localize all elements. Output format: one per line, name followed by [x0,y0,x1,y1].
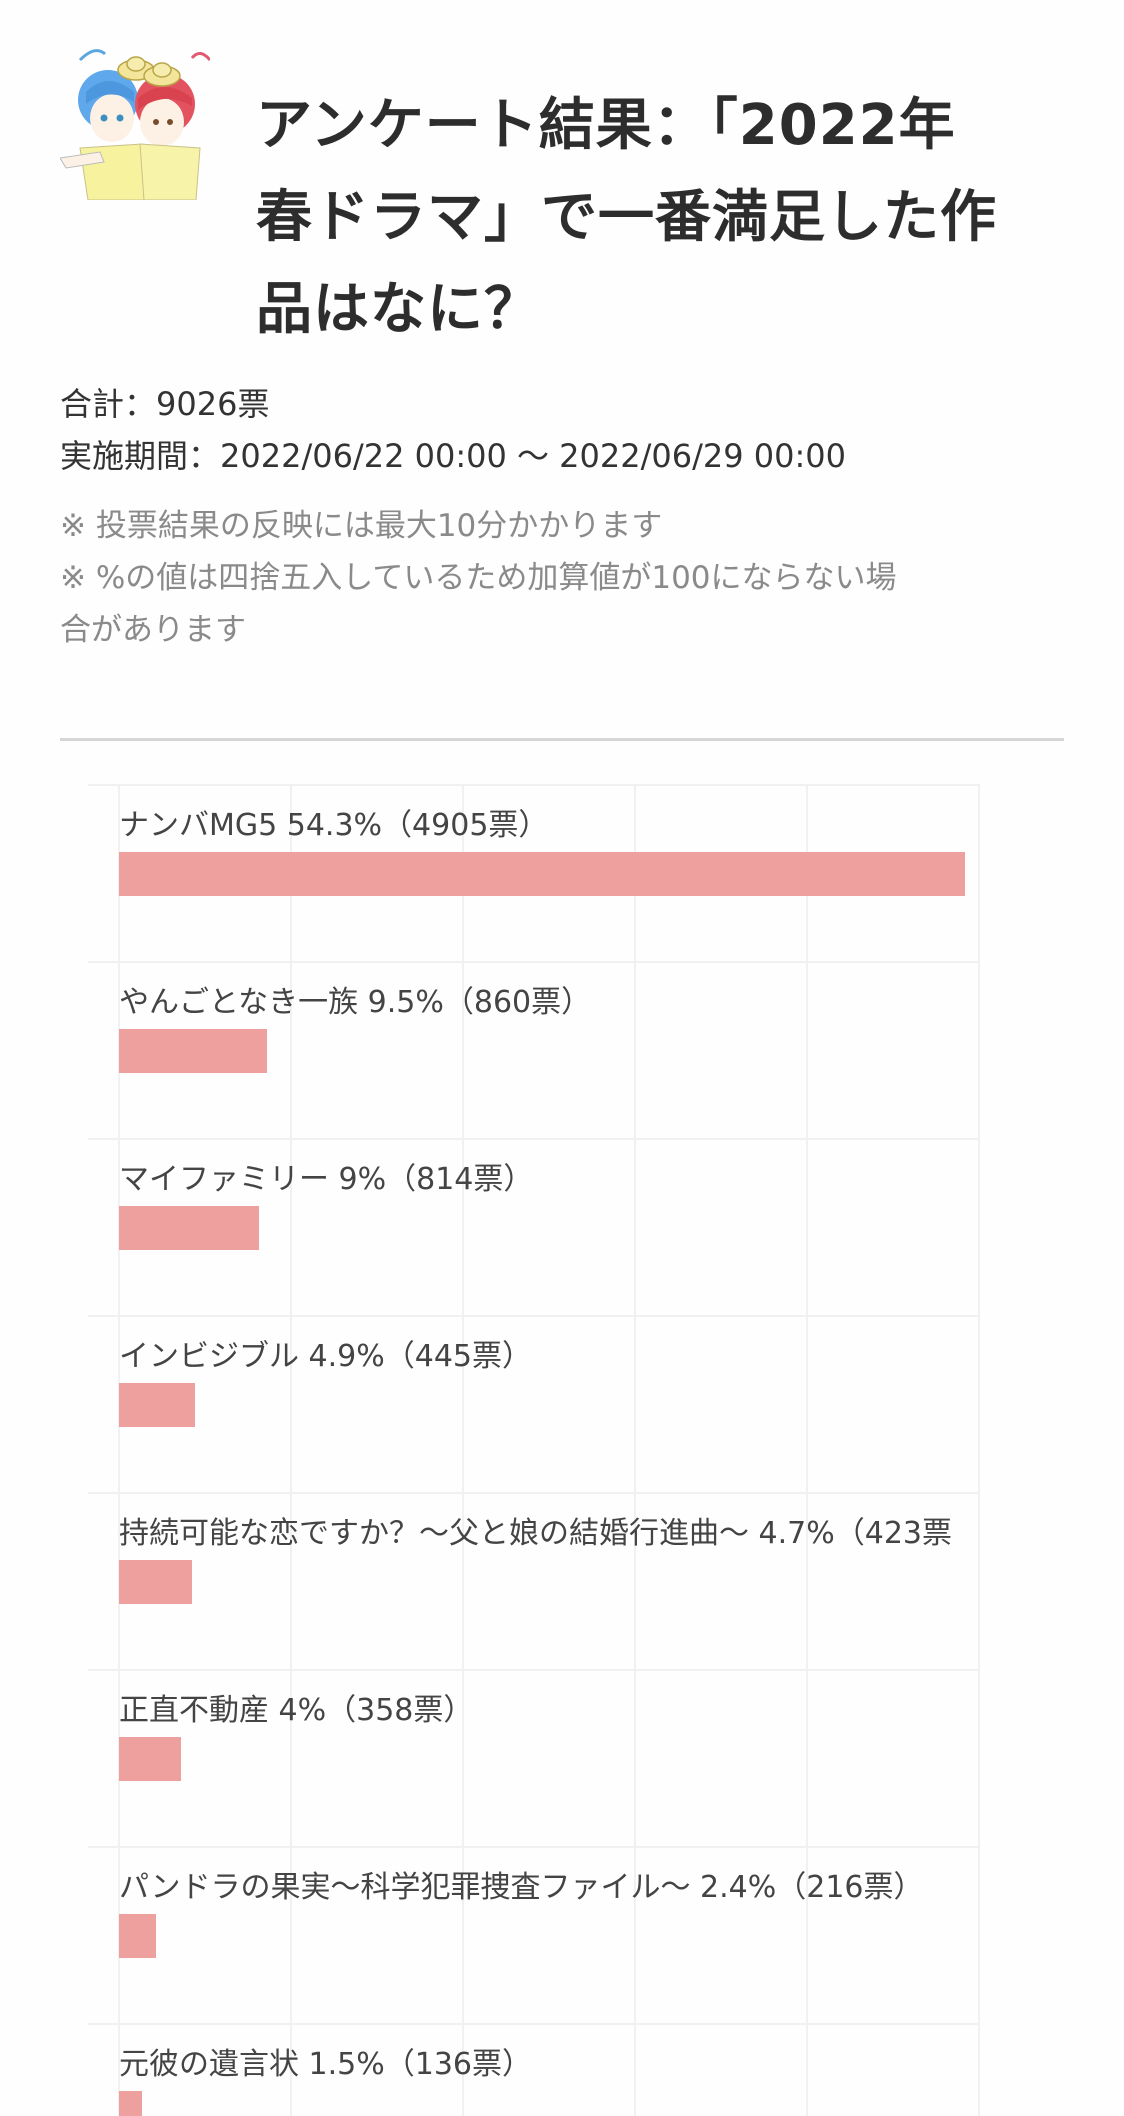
note-line: ※ %の値は四捨五入しているため加算値が100にならない場 [60,560,897,596]
chart-row: マイファミリー 9%（814票） [119,1138,1019,1315]
grid-line [88,961,980,963]
grid-line [88,784,980,786]
bar [119,2091,142,2116]
grid-line [88,1492,980,1494]
mascot-avatar-icon [59,40,212,201]
note-line: 合があります [60,612,246,648]
grid-line [978,784,980,2116]
grid-line [88,1138,980,1140]
grid-line [462,784,464,2116]
row-label: やんごとなき一族 9.5%（860票） [119,985,592,1020]
grid-line [88,2023,980,2025]
row-label: パンドラの果実〜科学犯罪捜査ファイル〜 2.4%（216票） [119,1870,924,1905]
row-label: 正直不動産 4%（358票） [119,1693,474,1728]
grid-line [290,784,292,2116]
row-label: 元彼の遺言状 1.5%（136票） [119,2047,533,2082]
bar [119,852,965,896]
chart-row: ナンバMG5 54.3%（4905票） [119,784,1019,961]
survey-header: アンケート結果：「2022年 春ドラマ」で一番満足した作 品はなに？ [59,40,1070,342]
row-label: マイファミリー 9%（814票） [119,1162,534,1197]
bar [119,1029,267,1073]
divider [60,738,1064,741]
grid-line [88,1846,980,1848]
title-line: 品はなに？ [256,277,541,342]
bar [119,1737,181,1781]
results-bar-chart: ナンバMG5 54.3%（4905票） やんごとなき一族 9.5%（860票） … [88,784,980,2116]
notes: ※ 投票結果の反映には最大10分かかります ※ %の値は四捨五入しているため加算… [60,500,1070,656]
row-label: 持続可能な恋ですか？〜父と娘の結婚行進曲〜 4.7%（423票 [119,1516,953,1551]
bar [119,1383,195,1427]
chart-row: 正直不動産 4%（358票） [119,1669,1019,1846]
survey-meta: 合計：9026票 実施期間：2022/06/22 00:00 〜 2022/06… [60,378,1070,656]
grid-line [806,784,808,2116]
grid-line [634,784,636,2116]
row-label: ナンバMG5 54.3%（4905票） [119,808,549,843]
chart-row: インビジブル 4.9%（445票） [119,1315,1019,1492]
total-votes: 合計：9026票 [60,385,270,423]
chart-row: 元彼の遺言状 1.5%（136票） [119,2023,1019,2116]
survey-period: 実施期間：2022/06/22 00:00 〜 2022/06/29 00:00 [60,437,847,475]
note-line: ※ 投票結果の反映には最大10分かかります [60,508,663,544]
bar [119,1914,156,1958]
bar [119,1206,259,1250]
grid-line [118,784,120,2116]
title-line: 春ドラマ」で一番満足した作 [256,185,997,250]
page-title: アンケート結果：「2022年 春ドラマ」で一番満足した作 品はなに？ [256,80,1056,356]
chart-row: 持続可能な恋ですか？〜父と娘の結婚行進曲〜 4.7%（423票 [119,1492,1019,1669]
row-label: インビジブル 4.9%（445票） [119,1339,533,1374]
bar [119,1560,192,1604]
grid-line [88,1669,980,1671]
title-line: アンケート結果：「2022年 [256,93,956,158]
chart-row: やんごとなき一族 9.5%（860票） [119,961,1019,1138]
chart-row: パンドラの果実〜科学犯罪捜査ファイル〜 2.4%（216票） [119,1846,1019,2023]
grid-line [88,1315,980,1317]
